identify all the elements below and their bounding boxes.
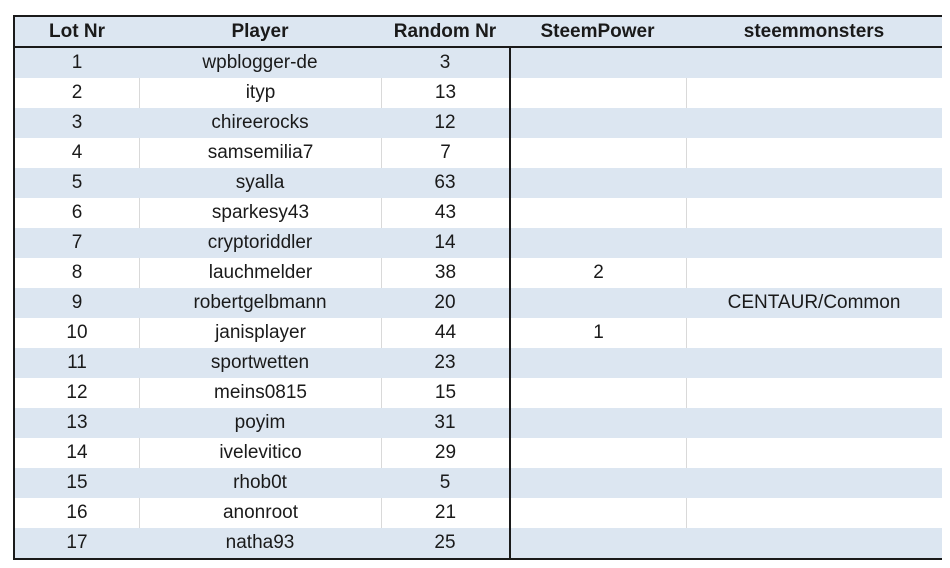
- cell-steemmonsters: [686, 318, 942, 348]
- cell-random-nr: 20: [381, 288, 509, 318]
- cell-steempower: [509, 378, 686, 408]
- cell-lot-nr: 3: [15, 108, 139, 138]
- cell-steemmonsters: [686, 258, 942, 288]
- cell-lot-nr: 4: [15, 138, 139, 168]
- cell-steempower: [509, 408, 686, 438]
- cell-steempower: [509, 438, 686, 468]
- cell-steemmonsters: [686, 48, 942, 78]
- cell-player: lauchmelder: [139, 258, 381, 288]
- cell-lot-nr: 11: [15, 348, 139, 378]
- cell-player: chireerocks: [139, 108, 381, 138]
- cell-steempower: [509, 348, 686, 378]
- cell-lot-nr: 13: [15, 408, 139, 438]
- cell-random-nr: 12: [381, 108, 509, 138]
- table-grid: Lot Nr Player Random Nr SteemPower steemmons…: [15, 17, 942, 558]
- cell-lot-nr: 6: [15, 198, 139, 228]
- cell-player: poyim: [139, 408, 381, 438]
- cell-player: meins0815: [139, 378, 381, 408]
- cell-lot-nr: 15: [15, 468, 139, 498]
- cell-lot-nr: 16: [15, 498, 139, 528]
- cell-steempower: [509, 78, 686, 108]
- cell-steemmonsters: [686, 438, 942, 468]
- cell-steempower: [509, 288, 686, 318]
- cell-steemmonsters: [686, 228, 942, 258]
- cell-lot-nr: 9: [15, 288, 139, 318]
- cell-player: ivelevitico: [139, 438, 381, 468]
- header-lot-nr: Lot Nr: [15, 17, 139, 48]
- cell-random-nr: 29: [381, 438, 509, 468]
- cell-random-nr: 23: [381, 348, 509, 378]
- cell-lot-nr: 17: [15, 528, 139, 558]
- cell-steemmonsters: [686, 528, 942, 558]
- cell-steempower: [509, 48, 686, 78]
- cell-steemmonsters: [686, 468, 942, 498]
- cell-random-nr: 43: [381, 198, 509, 228]
- header-random-nr: Random Nr: [381, 17, 509, 48]
- cell-steemmonsters: CENTAUR/Common: [686, 288, 942, 318]
- cell-lot-nr: 14: [15, 438, 139, 468]
- cell-lot-nr: 5: [15, 168, 139, 198]
- cell-lot-nr: 1: [15, 48, 139, 78]
- cell-steempower: [509, 498, 686, 528]
- lottery-table: Lot Nr Player Random Nr SteemPower steemmons…: [13, 15, 942, 560]
- cell-steempower: [509, 468, 686, 498]
- cell-steempower: [509, 528, 686, 558]
- cell-random-nr: 3: [381, 48, 509, 78]
- cell-random-nr: 44: [381, 318, 509, 348]
- cell-steemmonsters: [686, 198, 942, 228]
- cell-random-nr: 21: [381, 498, 509, 528]
- cell-player: janisplayer: [139, 318, 381, 348]
- cell-steempower: [509, 228, 686, 258]
- cell-player: robertgelbmann: [139, 288, 381, 318]
- cell-lot-nr: 2: [15, 78, 139, 108]
- cell-player: ityp: [139, 78, 381, 108]
- cell-steemmonsters: [686, 348, 942, 378]
- cell-lot-nr: 10: [15, 318, 139, 348]
- cell-steemmonsters: [686, 408, 942, 438]
- cell-lot-nr: 12: [15, 378, 139, 408]
- cell-player: anonroot: [139, 498, 381, 528]
- cell-steemmonsters: [686, 108, 942, 138]
- cell-random-nr: 13: [381, 78, 509, 108]
- cell-steempower: [509, 108, 686, 138]
- cell-player: syalla: [139, 168, 381, 198]
- cell-steemmonsters: [686, 138, 942, 168]
- cell-steemmonsters: [686, 168, 942, 198]
- cell-player: natha93: [139, 528, 381, 558]
- cell-lot-nr: 8: [15, 258, 139, 288]
- cell-random-nr: 25: [381, 528, 509, 558]
- header-player: Player: [139, 17, 381, 48]
- cell-player: sportwetten: [139, 348, 381, 378]
- cell-steempower: [509, 198, 686, 228]
- cell-random-nr: 5: [381, 468, 509, 498]
- cell-steemmonsters: [686, 378, 942, 408]
- cell-player: wpblogger-de: [139, 48, 381, 78]
- cell-random-nr: 31: [381, 408, 509, 438]
- cell-player: samsemilia7: [139, 138, 381, 168]
- header-steempower: SteemPower: [509, 17, 686, 48]
- cell-random-nr: 15: [381, 378, 509, 408]
- cell-steempower: 2: [509, 258, 686, 288]
- cell-player: cryptoriddler: [139, 228, 381, 258]
- cell-random-nr: 63: [381, 168, 509, 198]
- cell-random-nr: 38: [381, 258, 509, 288]
- cell-steempower: 1: [509, 318, 686, 348]
- cell-steemmonsters: [686, 78, 942, 108]
- cell-random-nr: 14: [381, 228, 509, 258]
- cell-steempower: [509, 168, 686, 198]
- cell-random-nr: 7: [381, 138, 509, 168]
- cell-steemmonsters: [686, 498, 942, 528]
- header-steemmonsters: steemmonsters: [686, 17, 942, 48]
- cell-lot-nr: 7: [15, 228, 139, 258]
- cell-steempower: [509, 138, 686, 168]
- cell-player: rhob0t: [139, 468, 381, 498]
- cell-player: sparkesy43: [139, 198, 381, 228]
